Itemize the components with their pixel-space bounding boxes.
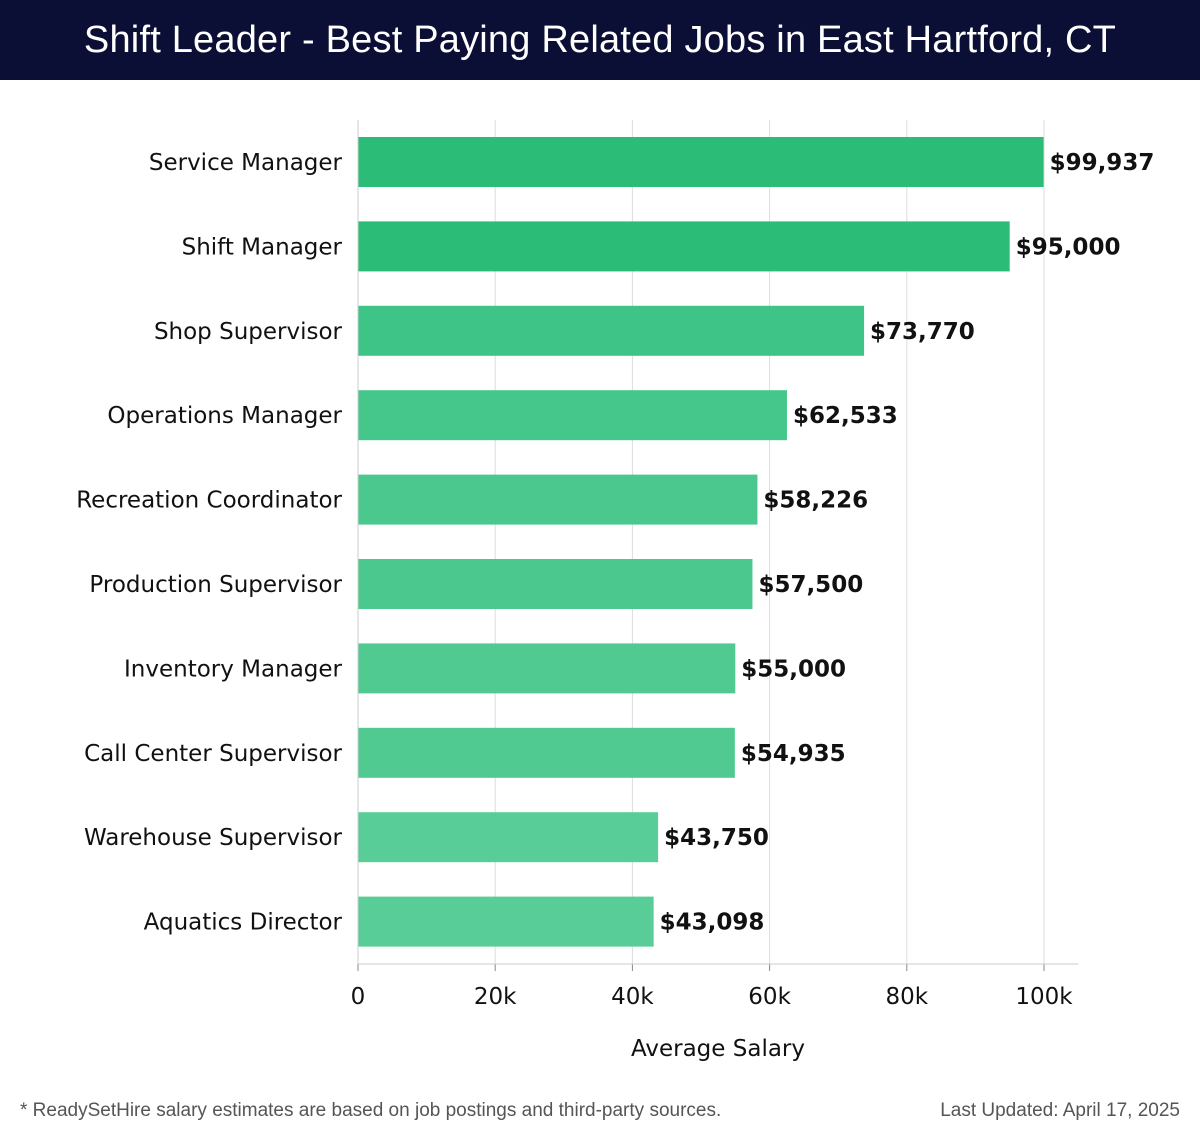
category-label: Service Manager [149, 150, 343, 176]
category-label: Recreation Coordinator [76, 488, 342, 514]
x-tick-label: 80k [886, 984, 929, 1010]
category-label: Shift Manager [182, 234, 343, 260]
bar-chart: Service Manager $99,937 Shift Manager $95,0… [76, 120, 1154, 1062]
category-label: Operations Manager [107, 403, 342, 429]
category-label: Production Supervisor [89, 572, 342, 598]
x-tick-label: 100k [1015, 984, 1073, 1010]
bar [358, 221, 1010, 272]
value-label: $43,098 [660, 910, 765, 936]
category-label: Shop Supervisor [154, 319, 343, 345]
category-label: Call Center Supervisor [84, 741, 342, 767]
bar [358, 137, 1044, 187]
chart-title: Shift Leader - Best Paying Related Jobs … [0, 0, 1200, 80]
x-tick-label: 60k [748, 984, 791, 1010]
category-label: Warehouse Supervisor [84, 825, 343, 851]
bar [358, 643, 736, 694]
value-label: $55,000 [741, 656, 846, 682]
value-label: $54,935 [741, 741, 846, 767]
x-tick-label: 20k [474, 984, 517, 1010]
bar [358, 727, 735, 778]
value-label: $99,937 [1050, 150, 1155, 176]
bar [358, 812, 659, 863]
x-tick-label: 40k [611, 984, 654, 1010]
bar [358, 559, 753, 609]
category-label: Aquatics Director [144, 910, 343, 936]
value-label: $57,500 [758, 572, 863, 598]
x-tick-label: 0 [351, 984, 366, 1010]
bar [358, 390, 787, 441]
x-axis: 0 20k 40k 60k 80k 100k [351, 120, 1079, 1010]
bars: Service Manager $99,937 Shift Manager $95,0… [76, 137, 1154, 947]
footer-note: * ReadySetHire salary estimates are base… [20, 1100, 722, 1121]
value-label: $73,770 [870, 319, 975, 345]
value-label: $62,533 [793, 403, 898, 429]
bar [358, 305, 865, 356]
bar [358, 896, 654, 947]
value-label: $43,750 [664, 825, 769, 851]
x-axis-title: Average Salary [631, 1036, 805, 1062]
category-label: Inventory Manager [124, 656, 343, 682]
value-label: $95,000 [1016, 234, 1121, 260]
last-updated: Last Updated: April 17, 2025 [940, 1100, 1180, 1121]
bar [358, 474, 758, 525]
value-label: $58,226 [763, 488, 868, 514]
